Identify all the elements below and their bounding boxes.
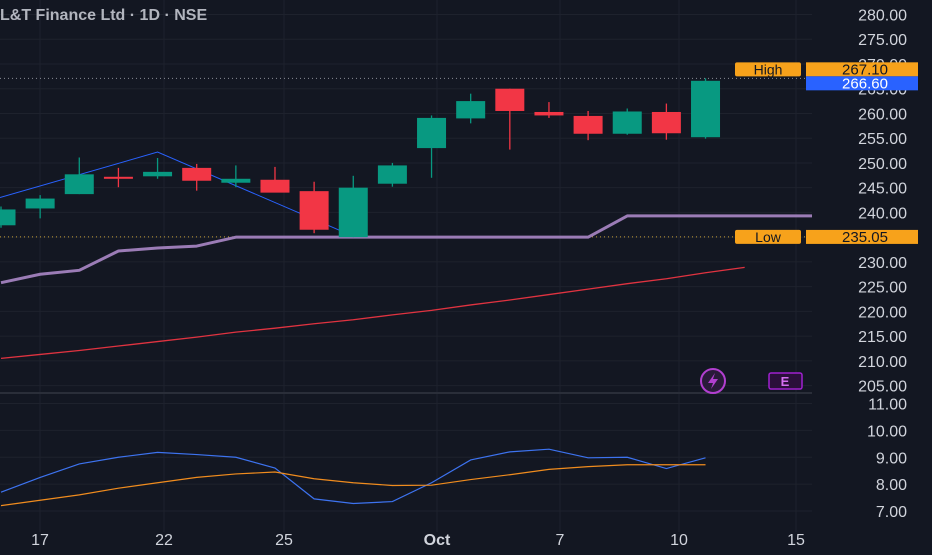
gridlines <box>0 0 812 532</box>
candle-body <box>691 80 721 138</box>
candle-body <box>182 167 212 181</box>
candle-body <box>612 111 642 134</box>
price-axis-label: 215.00 <box>858 329 907 346</box>
candle-body <box>338 187 368 238</box>
candle-body <box>417 117 447 149</box>
candle-body <box>0 209 16 226</box>
lightning-icon[interactable] <box>700 368 726 394</box>
oscillator-orange-line <box>0 464 706 507</box>
price-axis-label: 245.00 <box>858 181 907 198</box>
chart-title: L&T Finance Ltd · 1D · NSE <box>0 7 207 24</box>
candle <box>338 175 368 238</box>
price-axis-label: 240.00 <box>858 205 907 222</box>
indicator-lines <box>0 77 863 360</box>
high-price-tag-name-bg <box>735 62 801 77</box>
candle <box>495 88 525 150</box>
oscillator-blue-line <box>0 448 706 505</box>
low-price-tag-value: 235.05 <box>842 229 888 246</box>
earnings-icon[interactable]: E <box>768 372 803 390</box>
price-axis-label: 210.00 <box>858 354 907 371</box>
last-price-tag-value-bg <box>806 76 918 91</box>
last-price-tag-value: 266.60 <box>842 75 888 92</box>
price-axis-label: 250.00 <box>858 156 907 173</box>
price-axis-label: 260.00 <box>858 106 907 123</box>
candle <box>221 165 251 188</box>
price-axis-label: 275.00 <box>858 32 907 49</box>
candle <box>612 108 642 135</box>
high-price-tag-value: 267.10 <box>842 61 888 78</box>
oscillator-axis-label: 8.00 <box>876 477 907 494</box>
low-price-tag: Low 235.05 <box>735 229 918 246</box>
candle-body <box>377 165 407 184</box>
candle-body <box>299 191 329 230</box>
candle-body <box>573 115 603 134</box>
candle <box>299 181 329 234</box>
candle <box>573 110 603 141</box>
candle <box>417 115 447 178</box>
candle <box>377 162 407 187</box>
time-axis-label: 17 <box>31 532 49 549</box>
candle-body <box>260 179 290 193</box>
time-axis-label: 22 <box>155 532 173 549</box>
time-axis[interactable]: 17 22 25 Oct 7 10 15 <box>31 532 805 549</box>
high-price-tag: High 267.10 <box>735 61 918 78</box>
low-price-tag-name-bg <box>735 229 801 244</box>
price-axis-label: 205.00 <box>858 379 907 396</box>
candlestick-series[interactable] <box>0 78 721 238</box>
candle <box>651 103 681 140</box>
price-axis-label: 255.00 <box>858 131 907 148</box>
price-axis-label: 230.00 <box>858 255 907 272</box>
candle-body <box>456 101 486 119</box>
candle-body <box>534 111 564 116</box>
oscillator-axis-label: 7.00 <box>876 504 907 521</box>
candle <box>182 163 212 191</box>
candle <box>143 157 173 179</box>
candle <box>103 167 133 188</box>
zigzag-line <box>0 151 354 237</box>
price-axis-label: 280.00 <box>858 8 907 25</box>
candle-body <box>25 198 55 209</box>
oscillator-lines <box>0 448 706 507</box>
candle <box>456 93 486 124</box>
candle <box>25 195 55 219</box>
oscillator-axis-label: 9.00 <box>876 450 907 467</box>
time-axis-label: 10 <box>670 532 688 549</box>
red-ma-line <box>0 266 745 360</box>
time-axis-label: 25 <box>275 532 293 549</box>
price-axis-label: 225.00 <box>858 280 907 297</box>
time-axis-label: 7 <box>556 532 565 549</box>
oscillator-axis-label: 11.00 <box>868 397 907 414</box>
time-axis-label: 15 <box>787 532 805 549</box>
time-axis-label: Oct <box>424 532 451 549</box>
candle-body <box>651 111 681 134</box>
candle-body <box>221 178 251 183</box>
candle-body <box>495 88 525 111</box>
candle <box>260 166 290 193</box>
candle-body <box>143 171 173 177</box>
purple-ma-line <box>0 214 863 285</box>
high-price-tag-value-bg <box>806 62 918 77</box>
price-axis-background[interactable] <box>812 0 932 550</box>
earnings-badge-letter: E <box>781 374 790 389</box>
candle-body <box>103 176 133 179</box>
candle <box>534 102 564 118</box>
low-price-tag-value-bg <box>806 229 918 244</box>
last-price-tag: 266.60 <box>806 75 918 92</box>
candle-body <box>64 174 94 195</box>
low-price-tag-name: Low <box>755 229 782 245</box>
price-axis-label: 220.00 <box>858 304 907 321</box>
high-price-tag-name: High <box>754 61 783 77</box>
candle <box>0 206 16 228</box>
oscillator-axis-label: 10.00 <box>867 423 907 440</box>
candle <box>691 78 721 139</box>
candle <box>64 157 94 195</box>
